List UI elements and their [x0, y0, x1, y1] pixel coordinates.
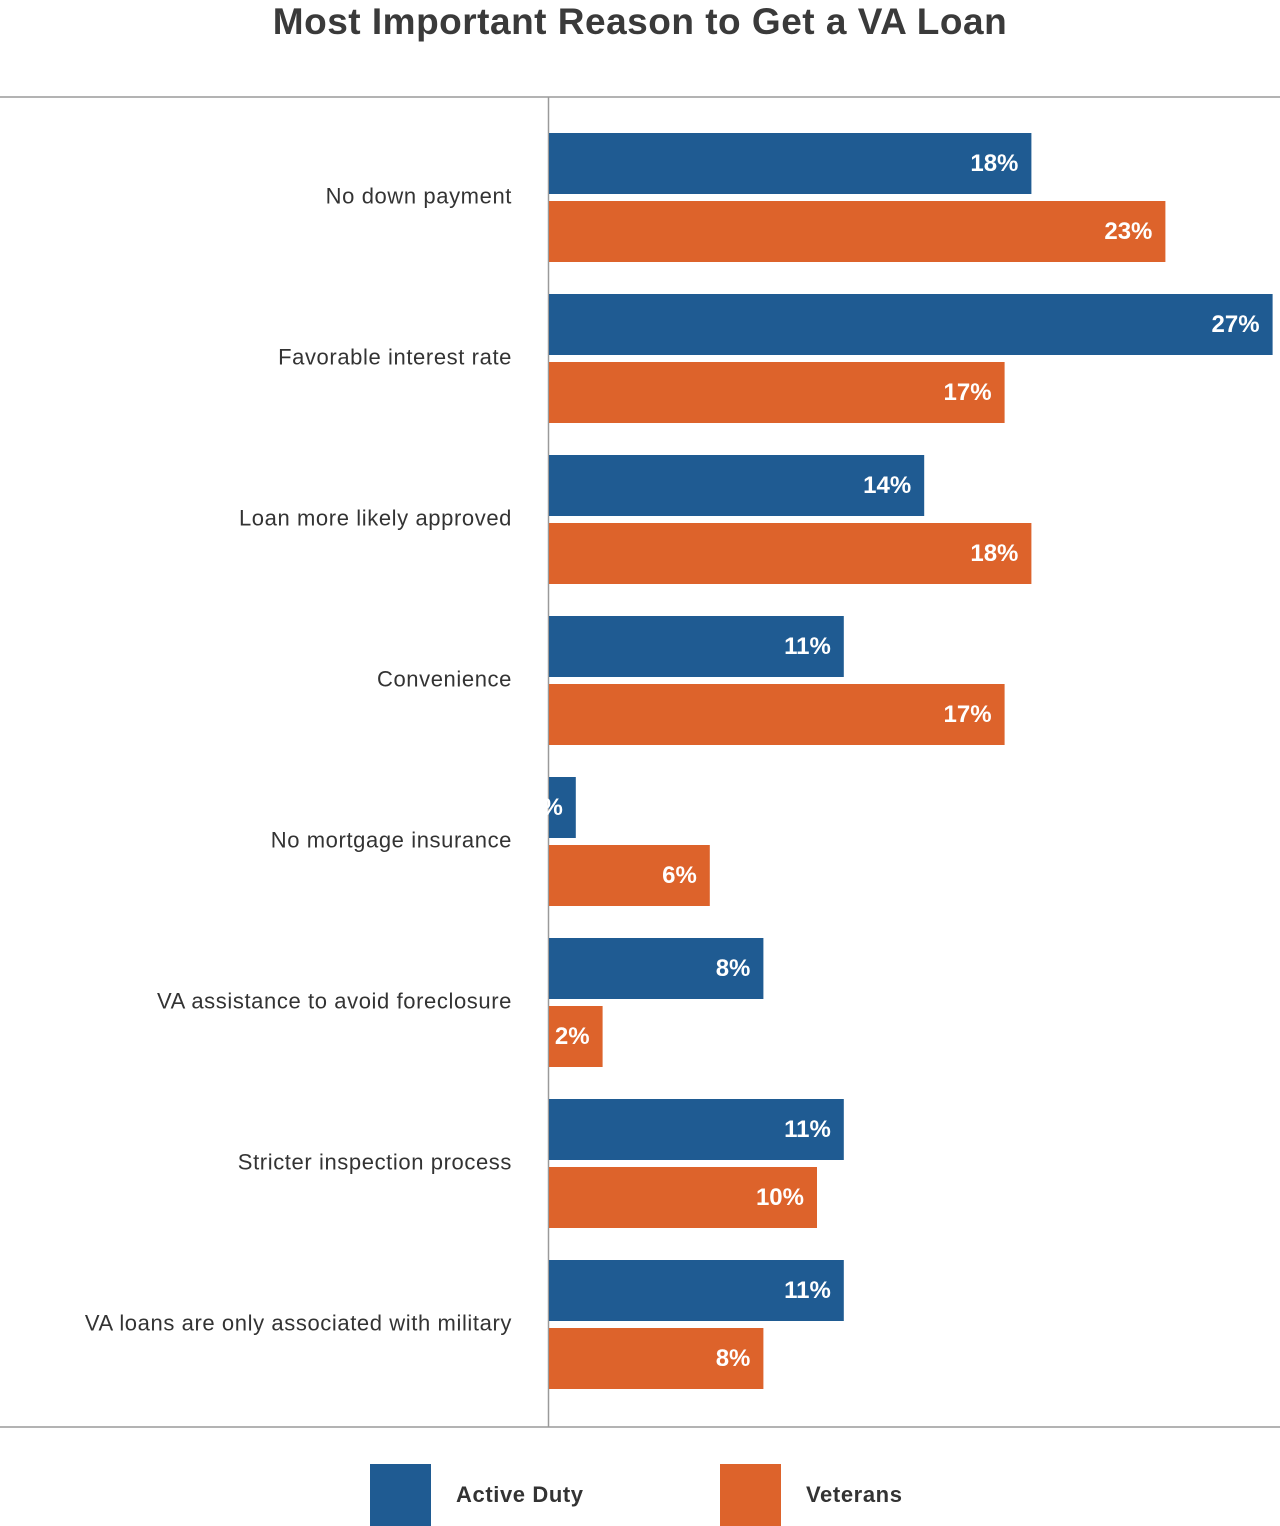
value-label-active-duty-no-down-payment: 18%	[970, 150, 1018, 177]
value-label-veterans-no-down-payment: 23%	[1104, 218, 1152, 245]
bar-active-duty-loan-more-likely-approved	[549, 455, 925, 516]
bar-veterans-favorable-interest-rate	[549, 362, 1005, 423]
value-label-active-duty-no-mortgage-insurance: 1%	[528, 794, 563, 821]
value-label-active-duty-stricter-inspection-process: 11%	[784, 1116, 831, 1143]
bar-veterans-no-down-payment	[549, 201, 1166, 262]
value-label-active-duty-convenience: 11%	[784, 633, 831, 660]
legend-item-veterans: Veterans	[720, 1464, 903, 1526]
bar-active-duty-favorable-interest-rate	[549, 294, 1273, 355]
legend-item-active-duty: Active Duty	[370, 1464, 584, 1526]
bar-chart: No down payment 18% 23% Favorable interest …	[0, 96, 1280, 1428]
category-label-no-mortgage-insurance: No mortgage insurance	[271, 827, 512, 852]
legend-label-active-duty: Active Duty	[456, 1482, 584, 1507]
category-label-favorable-interest-rate: Favorable interest rate	[278, 344, 512, 369]
bar-veterans-convenience	[549, 684, 1005, 745]
category-label-va-assistance-to-avoid-foreclosure: VA assistance to avoid foreclosure	[157, 988, 512, 1013]
bar-veterans-no-mortgage-insurance	[549, 845, 710, 906]
legend-swatch-active-duty	[370, 1464, 431, 1526]
value-label-veterans-convenience: 17%	[944, 701, 992, 728]
chart-title: Most Important Reason to Get a VA Loan	[272, 1, 1008, 42]
bar-active-duty-no-mortgage-insurance	[549, 777, 576, 838]
value-label-veterans-loan-more-likely-approved: 18%	[970, 540, 1018, 567]
category-label-va-loans-are-only-associated-with-military: VA loans are only associated with milita…	[85, 1310, 512, 1335]
category-label-loan-more-likely-approved: Loan more likely approved	[239, 505, 512, 530]
bar-veterans-loan-more-likely-approved	[549, 523, 1032, 584]
bar-active-duty-convenience	[549, 616, 844, 677]
bar-active-duty-va-loans-are-only-associated-with-military	[549, 1260, 844, 1321]
bar-active-duty-va-assistance-to-avoid-foreclosure	[549, 938, 764, 999]
bar-active-duty-no-down-payment	[549, 133, 1032, 194]
value-label-veterans-stricter-inspection-process: 10%	[756, 1184, 804, 1211]
legend-swatch-veterans	[720, 1464, 781, 1526]
bar-veterans-stricter-inspection-process	[549, 1167, 817, 1228]
bars-layer: No down payment 18% 23% Favorable interest …	[85, 133, 1273, 1389]
value-label-active-duty-favorable-interest-rate: 27%	[1212, 311, 1260, 338]
value-label-active-duty-loan-more-likely-approved: 14%	[863, 472, 911, 499]
value-label-veterans-va-assistance-to-avoid-foreclosure: 2%	[555, 1023, 590, 1050]
value-label-veterans-no-mortgage-insurance: 6%	[662, 862, 697, 889]
legend: Active Duty Veterans	[0, 1464, 1280, 1526]
bar-veterans-va-assistance-to-avoid-foreclosure	[549, 1006, 603, 1067]
category-label-stricter-inspection-process: Stricter inspection process	[238, 1149, 512, 1174]
value-label-active-duty-va-loans-are-only-associated-with-military: 11%	[784, 1277, 831, 1304]
category-label-convenience: Convenience	[377, 666, 512, 691]
bar-active-duty-stricter-inspection-process	[549, 1099, 844, 1160]
value-label-active-duty-va-assistance-to-avoid-foreclosure: 8%	[716, 955, 751, 982]
category-label-no-down-payment: No down payment	[326, 183, 512, 208]
value-label-veterans-va-loans-are-only-associated-with-military: 8%	[716, 1345, 751, 1372]
bar-veterans-va-loans-are-only-associated-with-military	[549, 1328, 764, 1389]
value-label-veterans-favorable-interest-rate: 17%	[944, 379, 992, 406]
legend-label-veterans: Veterans	[806, 1482, 903, 1507]
